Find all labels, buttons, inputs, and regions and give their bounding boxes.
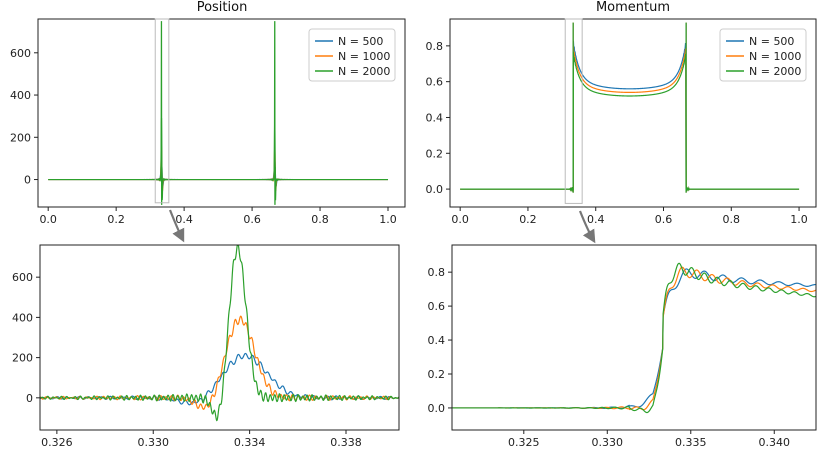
y-tick-label: 200 — [12, 352, 33, 365]
legend-label: N = 2000 — [749, 65, 801, 78]
series-lines — [452, 262, 816, 414]
x-tick-label: 0.2 — [519, 213, 537, 226]
x-tick-label: 0.4 — [587, 213, 605, 226]
y-axis: 0 200 400 600 — [10, 47, 38, 187]
x-axis: 0.326 0.330 0.334 0.338 — [41, 430, 362, 449]
y-axis: 0.0 0.2 0.4 0.6 0.8 — [426, 40, 450, 196]
x-tick-label: 0.6 — [243, 213, 261, 226]
y-tick-label: 0 — [26, 392, 33, 405]
y-tick-label: 0.8 — [426, 40, 444, 53]
series-line — [460, 51, 800, 193]
y-tick-label: 0.6 — [428, 300, 446, 313]
legend: N = 500 N = 1000 N = 2000 — [719, 28, 807, 82]
position-chart: Position 0.0 0.2 0.4 0.6 0.8 1.0 0 200 400 600 N… — [10, 0, 406, 226]
y-tick-label: 0.4 — [426, 111, 444, 124]
chart-title: Position — [197, 0, 248, 15]
y-tick-label: 0.2 — [428, 368, 446, 381]
x-tick-label: 0.0 — [39, 213, 57, 226]
y-tick-label: 0 — [24, 174, 31, 187]
y-tick-label: 0.6 — [426, 76, 444, 89]
series-line — [452, 262, 816, 414]
y-axis: 0 200 400 600 — [12, 271, 40, 405]
series-line — [40, 245, 399, 422]
series-line — [48, 160, 389, 188]
plot-frame — [39, 244, 400, 431]
x-tick-label: 1.0 — [790, 213, 808, 226]
y-tick-label: 0.4 — [428, 334, 446, 347]
series-spike — [160, 21, 164, 205]
legend-label: N = 500 — [338, 35, 383, 48]
series-line — [48, 145, 389, 191]
y-tick-label: 600 — [12, 271, 33, 284]
series-line — [40, 315, 399, 411]
x-tick-label: 0.335 — [675, 436, 707, 449]
series-lines — [40, 245, 399, 422]
y-tick-label: 400 — [10, 89, 31, 102]
y-tick-label: 0.8 — [428, 266, 446, 279]
legend-box — [308, 28, 396, 82]
series-spike — [273, 21, 277, 205]
zoom-arrow-position — [168, 209, 185, 243]
zoom-region-box — [154, 18, 170, 204]
plot-frame — [37, 18, 406, 208]
x-tick-label: 0.2 — [107, 213, 125, 226]
x-tick-label: 0.8 — [723, 213, 741, 226]
plot-frame — [449, 18, 817, 208]
x-tick-label: 0.330 — [592, 436, 624, 449]
legend-box — [719, 28, 807, 82]
x-tick-label: 0.8 — [311, 213, 329, 226]
x-tick-label: 0.340 — [759, 436, 791, 449]
position-zoom-chart: 0.326 0.330 0.334 0.338 0 200 400 600 — [12, 244, 400, 449]
legend-label: N = 2000 — [338, 65, 390, 78]
legend-label: N = 1000 — [338, 50, 390, 63]
y-tick-label: 200 — [10, 131, 31, 144]
y-tick-label: 0.0 — [426, 183, 444, 196]
y-tick-label: 0.0 — [428, 402, 446, 415]
x-axis: 0.325 0.330 0.335 0.340 — [508, 430, 790, 449]
x-axis: 0.0 0.2 0.4 0.6 0.8 1.0 — [39, 207, 397, 226]
series-line — [452, 266, 816, 411]
x-tick-label: 0.338 — [330, 436, 362, 449]
zoom-arrow-momentum — [578, 210, 596, 244]
series-line — [48, 118, 389, 201]
x-tick-label: 0.334 — [234, 436, 266, 449]
x-tick-label: 0.326 — [41, 436, 73, 449]
x-tick-label: 0.0 — [451, 213, 469, 226]
y-tick-label: 0.2 — [426, 147, 444, 160]
y-tick-label: 600 — [10, 47, 31, 60]
legend: N = 500 N = 1000 N = 2000 — [308, 28, 396, 82]
zoom-region-box — [564, 18, 583, 204]
x-tick-label: 0.330 — [137, 436, 169, 449]
x-tick-label: 0.6 — [655, 213, 673, 226]
x-tick-label: 1.0 — [379, 213, 397, 226]
momentum-chart: Momentum 0.0 0.2 0.4 0.6 0.8 1.0 0.0 0.2 0.4 0.6… — [426, 0, 817, 226]
chart-title: Momentum — [596, 0, 670, 15]
momentum-zoom-chart: 0.325 0.330 0.335 0.340 0.0 0.2 0.4 0.6 0.8 — [428, 244, 817, 449]
series-lines — [460, 22, 800, 193]
series-lines — [48, 21, 389, 205]
x-axis: 0.0 0.2 0.4 0.6 0.8 1.0 — [451, 207, 808, 226]
y-tick-label: 400 — [12, 311, 33, 324]
x-tick-label: 0.325 — [508, 436, 540, 449]
legend-label: N = 1000 — [749, 50, 801, 63]
legend-label: N = 500 — [749, 35, 794, 48]
x-tick-label: 0.4 — [175, 213, 193, 226]
plot-frame — [451, 244, 817, 431]
y-axis: 0.0 0.2 0.4 0.6 0.8 — [428, 266, 452, 415]
